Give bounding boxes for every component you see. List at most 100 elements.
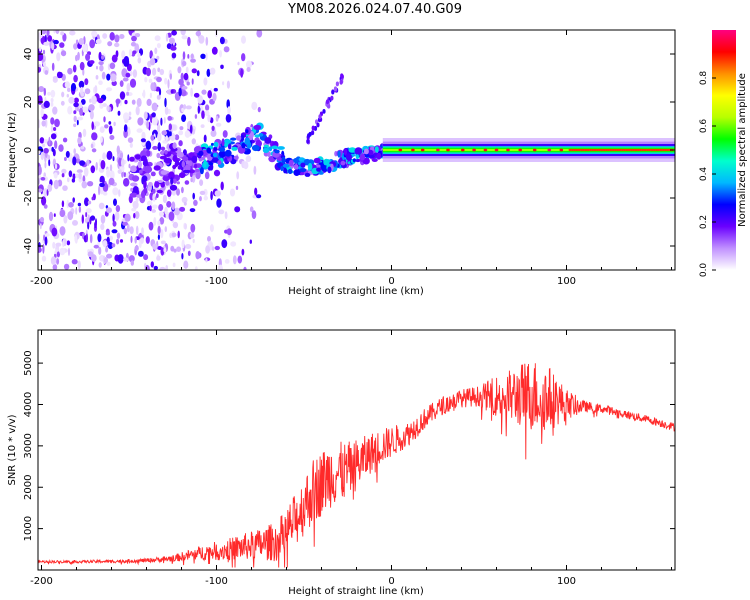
band-blob: [327, 166, 332, 174]
noise-blob: [181, 35, 188, 40]
noise-blob: [183, 201, 187, 206]
band-blob: [176, 181, 180, 185]
noise-blob: [179, 206, 186, 212]
band-blob: [283, 167, 288, 174]
noise-blob: [38, 149, 41, 155]
snr-y-axis-label: SNR (10 * v/v): [7, 414, 18, 485]
band-blob: [170, 147, 178, 152]
noise-blob: [152, 67, 157, 76]
noise-blob: [53, 127, 57, 131]
peak-spot: [547, 148, 552, 152]
noise-blob: [241, 248, 245, 256]
noise-blob: [81, 181, 88, 189]
noise-blob: [123, 178, 130, 187]
noise-blob: [97, 233, 102, 243]
noise-blob: [77, 202, 82, 207]
noise-blob: [198, 35, 205, 44]
peak-spot: [646, 148, 649, 152]
noise-blob: [68, 96, 75, 104]
band-blob: [374, 146, 379, 153]
noise-blob: [116, 238, 120, 245]
peak-spot: [483, 148, 488, 152]
band-blob: [130, 182, 138, 187]
band-blob: [281, 156, 286, 165]
spectrogram-x-axis-label: Height of straight line (km): [288, 286, 424, 297]
noise-blob: [99, 103, 102, 108]
noise-blob: [109, 62, 116, 70]
noise-blob: [180, 30, 186, 36]
band-blob: [142, 159, 148, 167]
noise-blob: [189, 124, 193, 134]
spectrogram-y-tick-label: 20: [23, 96, 34, 109]
peak-spot: [664, 148, 667, 152]
noise-blob: [229, 188, 236, 197]
streak-blob: [316, 122, 320, 128]
noise-blob: [109, 32, 115, 41]
noise-blob: [82, 128, 87, 138]
noise-blob: [104, 124, 109, 129]
spectrogram-y-axis-label: Frequency (Hz): [7, 112, 18, 188]
noise-blob: [178, 78, 184, 86]
noise-blob: [48, 158, 51, 167]
noise-blob: [47, 35, 53, 42]
noise-blob: [130, 235, 133, 243]
band-blob: [191, 155, 198, 164]
noise-blob: [146, 120, 150, 129]
peak-spot: [398, 148, 403, 152]
peak-spot: [625, 148, 629, 152]
noise-blob: [154, 35, 161, 42]
noise-blob: [94, 85, 98, 94]
noise-blob: [62, 185, 68, 192]
noise-blob: [38, 86, 45, 93]
noise-blob: [129, 70, 133, 77]
noise-blob: [72, 64, 77, 73]
snr-panel: -200 -100 0 100 1000 2000 3000 4000 5000 Height …: [7, 329, 676, 597]
noise-blob: [249, 206, 254, 213]
noise-blob: [44, 118, 48, 128]
noise-blob: [52, 76, 58, 80]
band-blob: [162, 175, 170, 182]
noise-blob: [137, 52, 141, 58]
noise-blob: [99, 182, 105, 188]
band-blob: [156, 189, 163, 194]
peak-spot: [620, 148, 624, 152]
peak-spot: [652, 148, 656, 152]
noise-blob: [56, 258, 60, 265]
noise-blob: [38, 247, 42, 253]
noise-blob: [62, 137, 68, 143]
peak-spot: [602, 148, 606, 152]
band-blob: [172, 164, 177, 170]
noise-blob: [206, 68, 211, 77]
band-blob: [288, 159, 294, 166]
noise-blob: [52, 264, 58, 270]
noise-blob: [159, 211, 164, 218]
noise-blob: [150, 261, 154, 268]
peak-spot: [600, 148, 604, 152]
peak-spot: [593, 148, 597, 152]
noise-blob: [156, 76, 162, 83]
noise-blob: [207, 114, 211, 123]
noise-blob: [105, 231, 110, 236]
streak-blob: [311, 125, 315, 131]
noise-blob: [168, 123, 172, 131]
noise-blob: [98, 262, 102, 268]
noise-blob: [183, 260, 189, 269]
noise-blob: [89, 98, 92, 103]
noise-blob: [157, 225, 161, 235]
noise-blob: [152, 145, 158, 150]
noise-blob: [168, 211, 175, 221]
noise-blob: [89, 234, 93, 244]
noise-blob: [177, 66, 182, 74]
noise-blob: [192, 238, 195, 244]
noise-blob: [184, 130, 191, 138]
spectrogram-y-tick-label: -40: [23, 238, 34, 254]
noise-blob: [78, 206, 82, 213]
peak-spot: [559, 148, 564, 152]
streak-blob: [335, 81, 339, 87]
noise-blob: [134, 211, 140, 220]
band-blob: [188, 169, 196, 174]
noise-blob: [210, 129, 217, 137]
streak-blob: [306, 139, 310, 144]
peak-spot: [575, 148, 579, 152]
noise-blob: [47, 183, 53, 192]
